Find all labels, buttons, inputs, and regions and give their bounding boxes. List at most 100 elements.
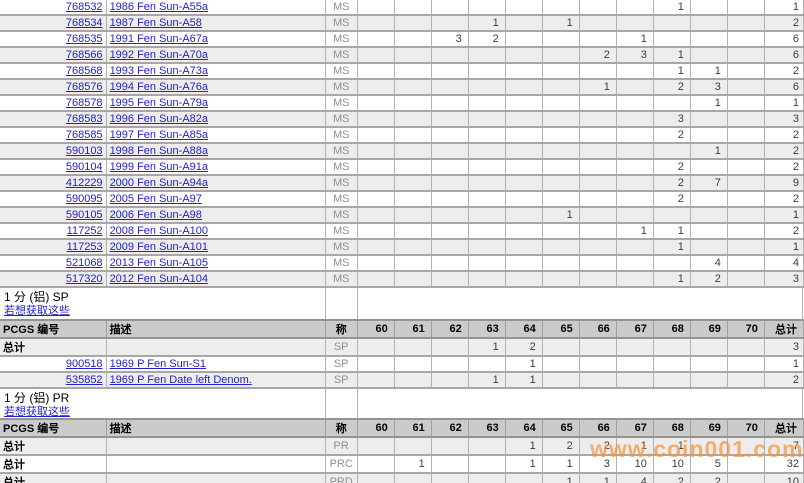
grade-70-cell	[727, 63, 765, 80]
grade-66-cell	[579, 255, 617, 272]
grade-63-cell	[468, 127, 506, 144]
pcgs-number: 517320	[0, 271, 107, 288]
pcgs-number-link[interactable]: 768568	[65, 65, 103, 77]
grade-69-cell	[690, 47, 728, 64]
grade-61-cell	[394, 31, 432, 48]
grade-66-cell	[579, 0, 617, 16]
grade-61-cell	[394, 437, 432, 456]
coin-description-link[interactable]: 1991 Fen Sun-A67a	[109, 33, 209, 45]
coin-description-link[interactable]: 2008 Fen Sun-A100	[109, 225, 209, 237]
pcgs-number: 900518	[0, 356, 107, 373]
grade-68-cell: 10	[653, 455, 691, 474]
pcgs-number-link[interactable]: 900518	[65, 358, 103, 370]
coin-description-link[interactable]: 1992 Fen Sun-A70a	[109, 49, 209, 61]
grade-70-cell	[727, 0, 765, 16]
pr-section-title: 1 分 (铝) PR	[4, 391, 70, 405]
sp-get-these-link[interactable]: 若想获取这些	[4, 305, 70, 317]
pcgs-number-link[interactable]: 768534	[65, 17, 103, 29]
coin-description-link[interactable]: 1986 Fen Sun-A55a	[109, 1, 209, 13]
population-row: 总计 SP 1 2 3	[0, 338, 804, 357]
pr-get-these-link[interactable]: 若想获取这些	[4, 406, 70, 418]
grade-65-cell	[542, 95, 580, 112]
coin-description: 2012 Fen Sun-A104	[106, 271, 326, 288]
column-rule	[325, 288, 326, 319]
grade-63-cell	[468, 356, 506, 373]
grade-69-cell	[690, 356, 728, 373]
grade-60-cell	[357, 338, 395, 357]
population-row: 768534 1987 Fen Sun-A58 MS 1 1 2	[0, 15, 804, 32]
coin-description-link[interactable]: 1987 Fen Sun-A58	[109, 17, 202, 29]
coin-description-link[interactable]: 2006 Fen Sun-A98	[109, 209, 202, 221]
grade-69-cell	[690, 437, 728, 456]
coin-description-link[interactable]: 2012 Fen Sun-A104	[109, 273, 209, 285]
coin-description-link[interactable]: 1999 Fen Sun-A91a	[109, 161, 209, 173]
total-row-label: 总计	[0, 437, 107, 456]
pcgs-number-link[interactable]: 535852	[65, 374, 103, 386]
total-cell: 2	[764, 372, 804, 389]
population-row: 768568 1993 Fen Sun-A73a MS 1 1 2	[0, 63, 804, 80]
grade-63-cell: 1	[468, 372, 506, 389]
coin-description-link[interactable]: 2005 Fen Sun-A97	[109, 193, 202, 205]
coin-description-link[interactable]: 1995 Fen Sun-A79a	[109, 97, 209, 109]
pcgs-number-link[interactable]: 768585	[65, 129, 103, 141]
grade-64-cell	[505, 127, 543, 144]
pcgs-number-link[interactable]: 768576	[65, 81, 103, 93]
grade-61-cell	[394, 127, 432, 144]
grade-64-cell	[505, 207, 543, 224]
grade-68-cell: 2	[653, 159, 691, 176]
pcgs-number-link[interactable]: 768578	[65, 97, 103, 109]
header-grade-63: 63	[468, 418, 506, 438]
pcgs-number-link[interactable]: 768583	[65, 113, 103, 125]
grade-69-cell	[690, 207, 728, 224]
header-grade-63: 63	[468, 319, 506, 339]
pcgs-number-link[interactable]: 517320	[65, 273, 103, 285]
coin-description-link[interactable]: 1969 P Fen Date left Denom.	[109, 374, 252, 386]
pcgs-number-link[interactable]: 768566	[65, 49, 103, 61]
grade-64-cell	[505, 111, 543, 128]
pr-population-table: PCGS 编号 描述称 60 61 62 63 64 65 66 67 68 69 70 总计 总计 PR 1…	[0, 418, 804, 483]
pcgs-number-link[interactable]: 117253	[66, 241, 103, 253]
coin-description-link[interactable]: 1994 Fen Sun-A76a	[109, 81, 209, 93]
designation-cell: PRC	[325, 455, 358, 474]
coin-description-link[interactable]: 2000 Fen Sun-A94a	[109, 177, 209, 189]
designation-cell: SP	[325, 356, 358, 373]
grade-64-cell	[505, 47, 543, 64]
coin-description: 1991 Fen Sun-A67a	[106, 31, 326, 48]
column-rule	[357, 288, 358, 319]
grade-69-cell: 4	[690, 255, 728, 272]
pcgs-number-link[interactable]: 590103	[65, 145, 103, 157]
grade-60-cell	[357, 223, 395, 240]
pcgs-number-link[interactable]: 590095	[65, 193, 103, 205]
pcgs-number-link[interactable]: 412229	[65, 177, 103, 189]
pcgs-number-link[interactable]: 117252	[66, 225, 103, 237]
grade-62-cell	[431, 95, 469, 112]
coin-description-link[interactable]: 1996 Fen Sun-A82a	[109, 113, 209, 125]
sp-section-title: 1 分 (铝) SP	[4, 290, 69, 304]
coin-description-link[interactable]: 2009 Fen Sun-A101	[109, 241, 209, 253]
grade-64-cell	[505, 159, 543, 176]
pcgs-number-link[interactable]: 590105	[65, 209, 103, 221]
coin-description-link[interactable]: 1997 Fen Sun-A85a	[109, 129, 209, 141]
pcgs-number-link[interactable]: 768532	[65, 1, 103, 13]
grade-62-cell	[431, 372, 469, 389]
pcgs-number-link[interactable]: 590104	[65, 161, 103, 173]
coin-description-link[interactable]: 1969 P Fen Sun-S1	[109, 358, 206, 370]
header-grade-60: 60	[357, 319, 395, 339]
total-cell: 6	[764, 47, 804, 64]
pcgs-number-link[interactable]: 768535	[65, 33, 103, 45]
coin-description-link[interactable]: 1998 Fen Sun-A88a	[109, 145, 209, 157]
total-cell: 6	[764, 31, 804, 48]
column-rule	[357, 389, 358, 418]
grade-69-cell: 1	[690, 95, 728, 112]
grade-63-cell	[468, 255, 506, 272]
pcgs-number-link[interactable]: 521068	[65, 257, 103, 269]
coin-description-link[interactable]: 2013 Fen Sun-A105	[109, 257, 209, 269]
grade-70-cell	[727, 111, 765, 128]
grade-67-cell	[616, 207, 654, 224]
sp-section-link-row: 若想获取这些	[0, 305, 804, 318]
grade-65-cell	[542, 372, 580, 389]
grade-64-cell	[505, 271, 543, 288]
coin-description-link[interactable]: 1993 Fen Sun-A73a	[109, 65, 209, 77]
pr-table-head: PCGS 编号 描述称 60 61 62 63 64 65 66 67 68 69 70 总计	[0, 418, 804, 438]
